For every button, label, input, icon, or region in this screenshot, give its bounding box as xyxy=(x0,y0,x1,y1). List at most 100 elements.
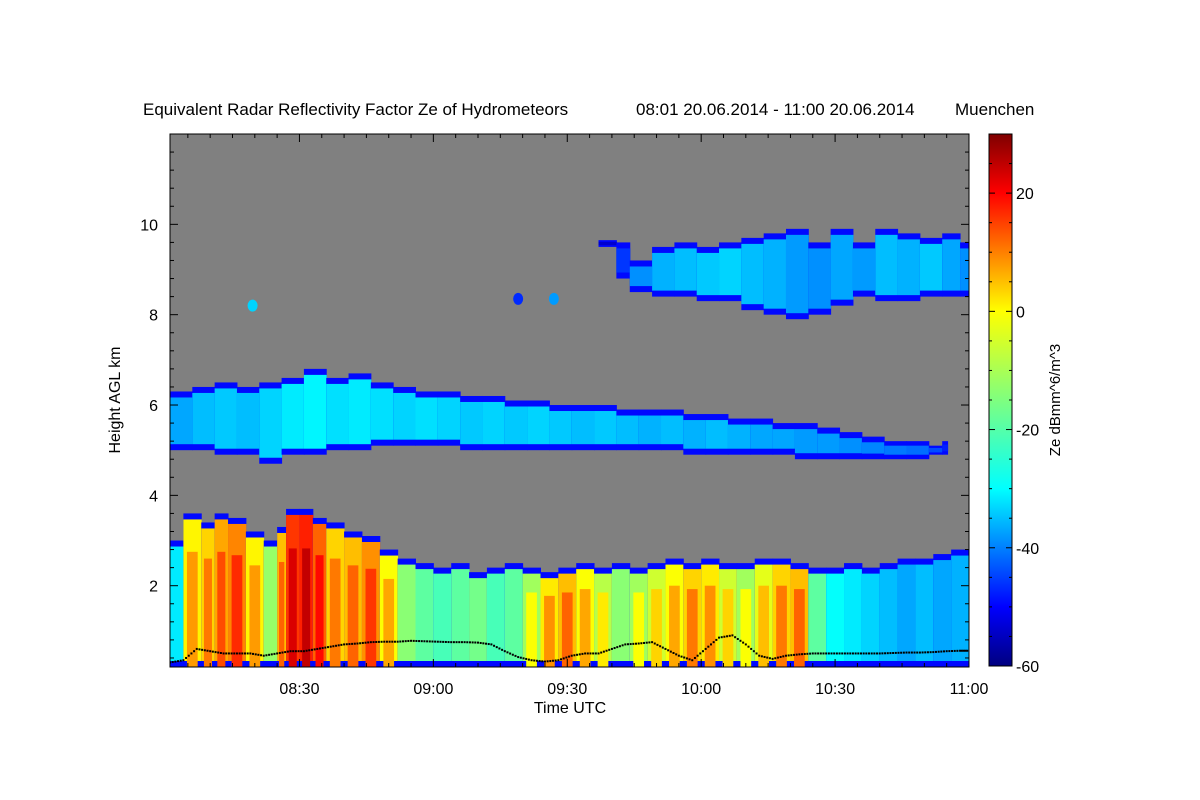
cloud-base-dot xyxy=(897,651,900,654)
cloud-base-dot xyxy=(691,659,694,662)
cloud-base-dot xyxy=(956,649,959,652)
cloud-base-dot xyxy=(420,640,423,643)
cloud-base-dot xyxy=(318,647,321,650)
cloud-base-dot xyxy=(302,650,305,653)
cloud-base-dot xyxy=(803,652,806,655)
layer-0-column-15 xyxy=(919,243,943,291)
layer-2-core-5 xyxy=(249,565,261,667)
cloud-base-dot xyxy=(718,636,721,639)
cloud-base-dot xyxy=(758,654,761,657)
cloud-base-dot xyxy=(428,640,431,643)
cloud-base-dot xyxy=(345,643,348,646)
cloud-base-dot xyxy=(359,642,362,645)
cloud-base-dot xyxy=(294,650,297,653)
layer-2-column-38 xyxy=(808,573,827,661)
layer-2-core-34 xyxy=(740,589,752,667)
cloud-base-dot xyxy=(581,652,584,655)
cloud-base-dot xyxy=(230,652,233,655)
layer-2-core-9 xyxy=(302,548,311,667)
layer-2-core-32 xyxy=(704,585,716,667)
cloud-base-dot xyxy=(554,659,557,662)
cloud-base-dot xyxy=(190,652,193,655)
cloud-base-dot xyxy=(868,652,871,655)
cloud-base-dot xyxy=(187,654,190,657)
layer-2-column-44 xyxy=(915,564,934,661)
cloud-base-dot xyxy=(857,652,860,655)
cloud-base-dot xyxy=(768,657,771,660)
cloud-base-dot xyxy=(621,644,624,647)
cloud-base-dot xyxy=(859,652,862,655)
cloud-base-dot xyxy=(493,644,496,647)
colorbar-tick-label: -40 xyxy=(1016,541,1039,558)
layer-1-column-9 xyxy=(370,388,394,440)
cloud-base-dot xyxy=(348,643,351,646)
layer-2-core-4 xyxy=(231,555,243,667)
layer-2-column-21 xyxy=(504,569,524,661)
layer-2-column-45 xyxy=(933,560,952,661)
cloud-base-dot xyxy=(766,656,769,659)
cloud-base-dot xyxy=(651,641,654,644)
cloud-base-dot xyxy=(549,660,552,663)
x-axis-label: Time UTC xyxy=(534,700,606,717)
cloud-base-dot xyxy=(243,652,246,655)
layer-2-core-12 xyxy=(347,565,359,667)
cloud-base-dot xyxy=(916,651,919,654)
layer-0-column-7 xyxy=(741,243,765,305)
cloud-base-dot xyxy=(570,654,573,657)
cloud-base-dot xyxy=(624,643,627,646)
cloud-base-dot xyxy=(602,650,605,653)
cloud-base-dot xyxy=(771,657,774,660)
cloud-base-dot xyxy=(380,640,383,643)
isolated-echo-0 xyxy=(247,299,258,312)
layer-0-column-2 xyxy=(629,266,653,287)
cloud-base-dot xyxy=(747,645,750,648)
cloud-base-dot xyxy=(709,643,712,646)
cloud-base-dot xyxy=(613,647,616,650)
cloud-base-dot xyxy=(854,652,857,655)
cloud-base-dot xyxy=(273,652,276,655)
layer-2-core-31 xyxy=(686,589,698,667)
layer-1-column-12 xyxy=(437,397,461,440)
cloud-base-dot xyxy=(375,640,378,643)
layer-2-core-36 xyxy=(776,585,787,667)
cloud-base-dot xyxy=(466,641,469,644)
cloud-base-dot xyxy=(715,638,718,641)
cloud-base-dot xyxy=(525,657,528,660)
cloud-base-dot xyxy=(884,652,887,655)
y-tick-label: 2 xyxy=(149,579,158,596)
cloud-base-dot xyxy=(699,652,702,655)
cloud-base-dot xyxy=(784,654,787,657)
x-tick-label: 10:00 xyxy=(681,681,721,698)
layer-2-core-1 xyxy=(186,551,198,667)
cloud-base-dot xyxy=(683,656,686,659)
layer-1-column-28 xyxy=(794,429,818,454)
cloud-base-dot xyxy=(720,636,723,639)
cloud-base-dot xyxy=(337,644,340,647)
layer-2-column-20 xyxy=(486,573,506,661)
layer-1-column-8 xyxy=(348,379,372,445)
layer-2-core-29 xyxy=(651,589,662,667)
cloud-base-dot xyxy=(415,639,418,642)
cloud-base-dot xyxy=(645,641,648,644)
cloud-base-dot xyxy=(937,650,940,653)
layer-0-column-9 xyxy=(785,234,809,314)
cloud-base-dot xyxy=(455,641,458,644)
cloud-base-dot xyxy=(369,641,372,644)
cloud-base-dot xyxy=(450,641,453,644)
cloud-base-dot xyxy=(377,640,380,643)
cloud-base-dot xyxy=(894,651,897,654)
layer-2-core-26 xyxy=(597,592,609,667)
cloud-base-dot xyxy=(460,641,463,644)
layer-0-column-13 xyxy=(875,234,899,296)
cloud-base-dot xyxy=(222,652,225,655)
cloud-base-dot xyxy=(755,652,758,655)
cloud-base-dot xyxy=(632,642,635,645)
cloud-base-dot xyxy=(343,643,346,646)
cloud-base-dot xyxy=(519,656,522,659)
cloud-base-dot xyxy=(841,652,844,655)
x-tick-label: 09:30 xyxy=(547,681,587,698)
colorbar-tick-label: -20 xyxy=(1016,423,1039,440)
cloud-base-dot xyxy=(908,651,911,654)
cloud-base-dot xyxy=(399,640,402,643)
